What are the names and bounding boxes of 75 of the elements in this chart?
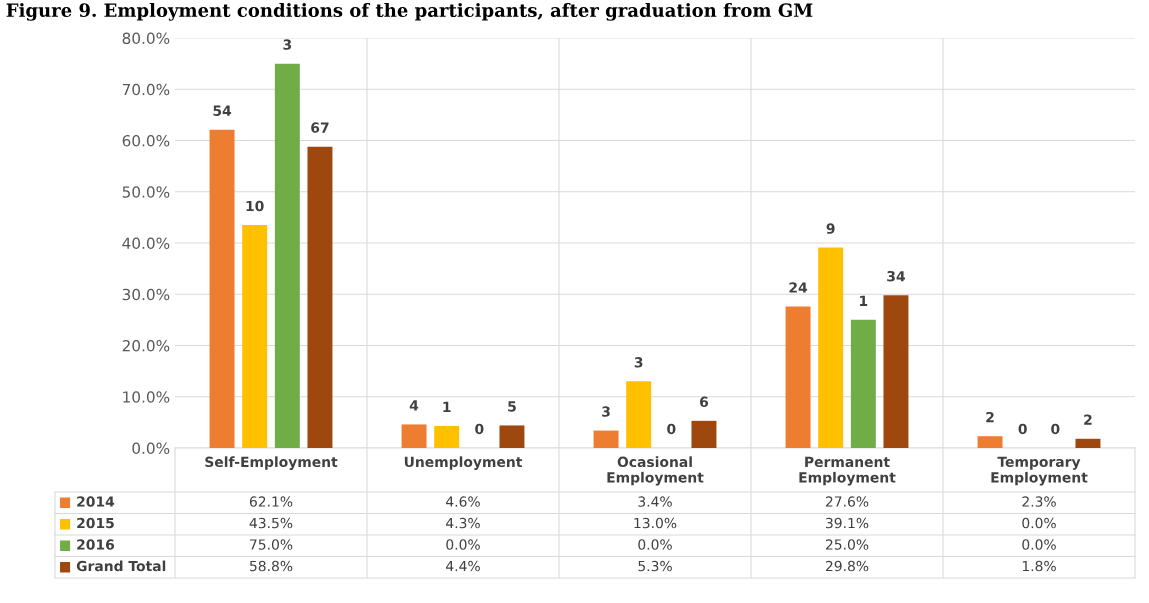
data-label: 0.0% <box>446 539 480 550</box>
x-tick-label: Self-Employment <box>205 456 338 470</box>
data-label: 25.0% <box>825 539 869 550</box>
annotation: 1 <box>443 401 451 412</box>
x-tick-label: Ocasional Employment <box>607 456 704 486</box>
y-tick-label: 80.0% <box>122 32 170 45</box>
data-label: 4.6% <box>446 496 480 507</box>
annotation: 5 <box>508 401 516 412</box>
data-label: 4.3% <box>446 517 480 529</box>
annotation: 3 <box>634 357 643 368</box>
annotation: 0 <box>475 423 484 435</box>
data-label: 2.3% <box>1022 496 1056 507</box>
legend-label: 2016 <box>77 539 115 550</box>
legend-label: 2015 <box>77 517 114 529</box>
data-label: 27.6% <box>825 496 869 507</box>
y-tick-label: 70.0% <box>122 83 170 96</box>
data-label: 39.1% <box>826 517 869 529</box>
data-label: 1.8% <box>1022 560 1056 572</box>
data-label: 29.8% <box>825 560 869 572</box>
annotation: 1 <box>860 295 868 306</box>
annotation: 0 <box>1018 423 1027 435</box>
annotation: 3 <box>283 39 292 50</box>
bar <box>1075 438 1101 448</box>
annotation: 4 <box>409 400 419 411</box>
annotation: 34 <box>887 270 905 282</box>
y-tick-label: 40.0% <box>122 237 170 250</box>
x-tick-label: Temporary Employment <box>991 456 1088 486</box>
annotation: 10 <box>246 200 264 212</box>
x-tick-label: Unemployment <box>404 456 523 470</box>
bar <box>401 424 427 448</box>
bar <box>274 63 300 448</box>
bar <box>209 129 235 448</box>
y-tick-label: 0.0% <box>132 442 170 455</box>
bar <box>434 425 460 448</box>
data-label: 13.0% <box>634 517 677 529</box>
legend-label: 2014 <box>77 496 115 507</box>
data-label: 0.0% <box>638 539 672 550</box>
chart-title: Figure 9. Employment conditions of the participants, after graduation from GM <box>6 3 813 21</box>
annotation: 67 <box>311 122 329 133</box>
data-label: 58.8% <box>250 560 293 572</box>
data-label: 62.1% <box>249 496 293 507</box>
annotation: 2 <box>1084 414 1092 425</box>
annotation: 3 <box>602 406 610 417</box>
bar <box>242 225 268 448</box>
data-label: 43.5% <box>249 517 293 529</box>
annotation: 0 <box>1051 423 1060 435</box>
data-label: 75.0% <box>250 539 293 550</box>
annotation: 54 <box>213 105 232 116</box>
bar <box>883 295 909 448</box>
annotation: 24 <box>789 282 808 293</box>
data-label: 0.0% <box>1022 517 1056 529</box>
bar <box>818 247 844 448</box>
annotation: 9 <box>826 223 835 234</box>
bar <box>691 420 717 448</box>
bar <box>499 425 525 448</box>
bar <box>626 381 652 448</box>
y-tick-label: 30.0% <box>122 288 170 301</box>
bar <box>977 436 1003 448</box>
y-tick-label: 10.0% <box>123 391 170 403</box>
bar <box>593 430 619 448</box>
bar <box>307 146 333 448</box>
annotation: 2 <box>986 411 994 423</box>
y-tick-label: 60.0% <box>122 134 170 147</box>
y-tick-label: 50.0% <box>122 186 170 198</box>
data-label: 5.3% <box>638 560 672 572</box>
data-label: 3.4% <box>638 496 672 507</box>
bar <box>850 319 876 448</box>
annotation: 0 <box>667 423 676 435</box>
x-tick-label: Permanent Employment <box>799 456 896 486</box>
y-tick-label: 20.0% <box>122 339 170 352</box>
data-label: 4.4% <box>446 560 480 572</box>
data-label: 0.0% <box>1022 539 1056 550</box>
annotation: 6 <box>699 396 709 408</box>
bar <box>785 306 811 448</box>
legend-label: Grand Total <box>76 560 166 572</box>
